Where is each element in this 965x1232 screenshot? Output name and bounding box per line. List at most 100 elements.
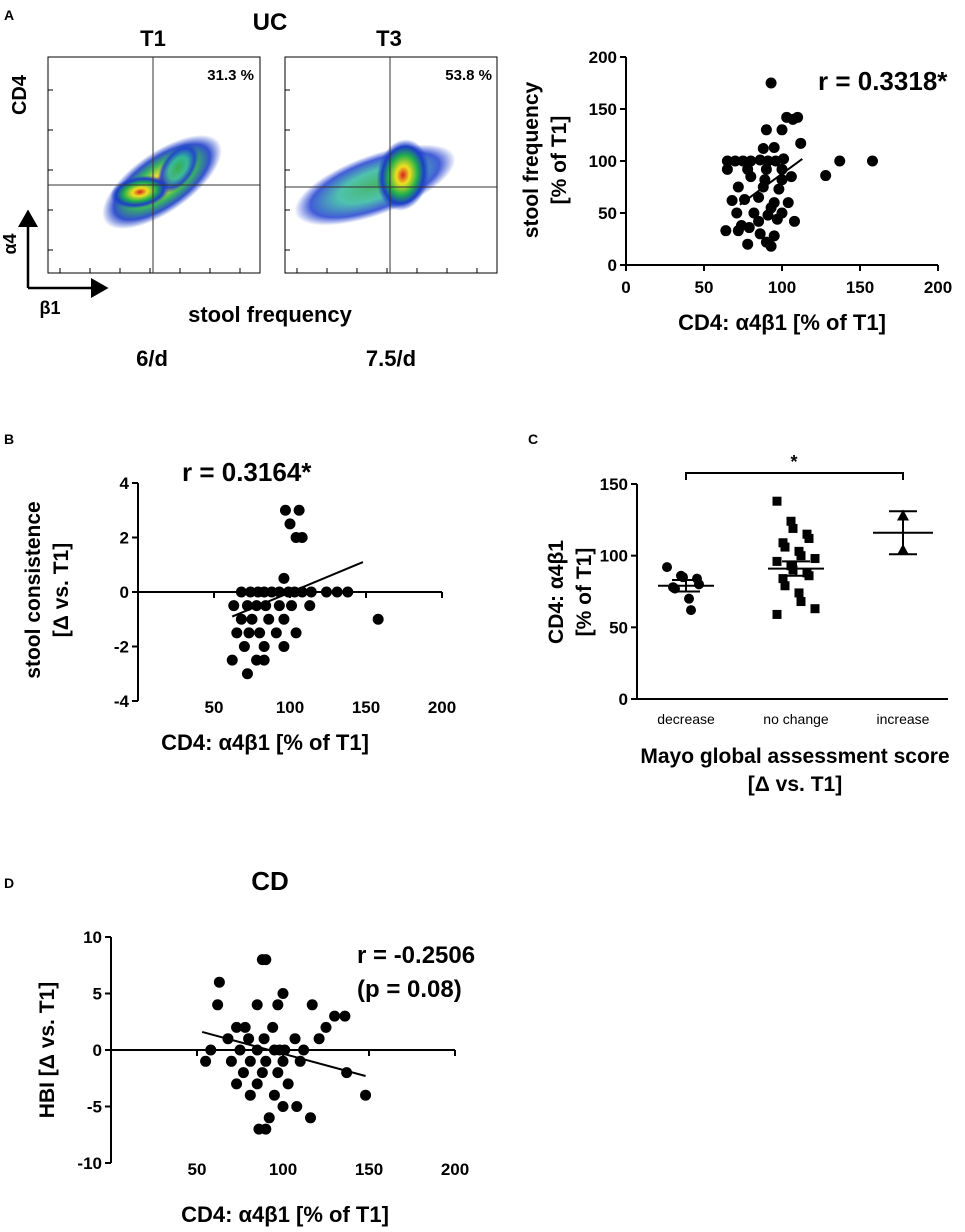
x-tick-label: 50	[188, 1160, 207, 1179]
y-tick-label: -4	[114, 692, 130, 711]
data-point	[694, 579, 704, 590]
panel-label-b: B	[4, 431, 14, 447]
panel-label-a: A	[4, 7, 14, 23]
data-point	[268, 1089, 280, 1101]
data-point	[258, 654, 270, 666]
data-point	[251, 999, 263, 1011]
data-point	[686, 605, 696, 616]
data-point	[721, 163, 733, 175]
x-tick-label: 200	[428, 698, 456, 717]
data-point	[760, 163, 772, 175]
data-point	[251, 654, 263, 666]
chart-title: CD	[251, 866, 289, 896]
data-point	[296, 532, 308, 543]
x-tick-label: 100	[269, 1160, 297, 1179]
flow-plot-t3: 53.8 %	[284, 56, 498, 274]
data-point	[720, 225, 732, 237]
data-point	[757, 143, 769, 155]
data-point	[787, 113, 799, 125]
correlation-annotation: r = -0.2506	[357, 942, 475, 969]
data-point	[231, 627, 243, 639]
data-point	[306, 999, 318, 1011]
x-tick-label: 150	[352, 698, 380, 717]
y-axis-label: CD4: α4β1	[545, 540, 568, 644]
data-point	[771, 213, 783, 225]
data-point	[776, 124, 788, 136]
data-point	[810, 604, 820, 614]
data-point	[768, 141, 780, 153]
data-point	[770, 155, 782, 167]
y-tick-label: -2	[114, 638, 129, 657]
data-point	[721, 155, 733, 167]
y-tick-label: -10	[77, 1154, 102, 1173]
y-tick-label: -5	[87, 1098, 102, 1117]
data-point	[778, 574, 788, 584]
y-tick-label: 100	[600, 547, 628, 566]
data-point	[732, 225, 744, 237]
data-point	[745, 171, 757, 183]
data-point	[754, 228, 766, 240]
data-point	[834, 155, 846, 167]
p-value-annotation: (p = 0.08)	[357, 976, 462, 1003]
data-point	[278, 572, 290, 584]
data-point	[794, 588, 804, 598]
y-tick-label: 0	[619, 690, 628, 709]
flow-plot-label-t1: T1	[140, 26, 166, 51]
data-point	[866, 155, 878, 167]
data-point	[339, 1010, 351, 1022]
y-tick-label: 200	[589, 48, 617, 67]
x-axis-label: CD4: α4β1 [% of T1]	[678, 310, 886, 335]
regression-line	[739, 158, 803, 206]
panel-label-c: C	[528, 431, 538, 447]
flow-t1-percent: 31.3 %	[207, 67, 254, 84]
data-point	[772, 609, 782, 619]
data-point	[765, 77, 777, 89]
data-point	[745, 155, 757, 167]
data-point	[329, 1010, 341, 1022]
flow-plot-t3-axis-ticks	[285, 89, 478, 273]
data-point	[284, 518, 296, 530]
data-point	[762, 209, 774, 221]
x-tick-label: 150	[355, 1160, 383, 1179]
y-tick-label: 50	[598, 204, 617, 223]
data-point	[753, 215, 765, 227]
data-point	[360, 1089, 372, 1101]
data-point	[244, 586, 256, 598]
data-point	[298, 1044, 310, 1056]
correlation-annotation: r = 0.3318*	[818, 66, 948, 96]
data-point	[304, 600, 316, 612]
data-point	[796, 597, 806, 607]
data-point	[226, 654, 238, 666]
data-point	[258, 1033, 270, 1045]
data-point	[231, 1021, 243, 1033]
data-point	[263, 613, 275, 625]
data-point	[256, 1067, 268, 1079]
x-axis-label: Mayo global assessment score	[640, 745, 949, 768]
data-point	[237, 1067, 249, 1079]
data-point	[258, 641, 270, 652]
data-point	[290, 627, 302, 639]
data-point	[272, 999, 284, 1011]
y-axis-label: HBI [Δ vs. T1]	[36, 982, 59, 1118]
chart-c-dotplot: 0 50 100 150 decrease no change increase * CD4: …	[545, 452, 950, 796]
y-tick-label: 0	[608, 256, 617, 275]
data-point	[788, 523, 798, 533]
flow-t3-frequency: 7.5/d	[366, 346, 416, 371]
data-point	[277, 988, 289, 999]
data-point	[235, 613, 247, 625]
x-tick-label: 50	[205, 698, 224, 717]
data-point	[305, 1112, 317, 1124]
data-point	[732, 181, 744, 193]
data-point	[742, 238, 754, 250]
data-point	[780, 581, 790, 591]
regression-line	[231, 561, 364, 618]
data-point	[225, 1055, 237, 1067]
data-point	[213, 976, 225, 988]
y-tick-label: 2	[120, 529, 129, 548]
y-tick-label: 10	[83, 928, 102, 947]
y-tick-label: 150	[589, 100, 617, 119]
data-point	[266, 586, 278, 598]
flow-ylabel: CD4	[9, 74, 31, 115]
correlation-annotation: r = 0.3164*	[182, 457, 312, 487]
x-tick-label: 200	[441, 1160, 469, 1179]
